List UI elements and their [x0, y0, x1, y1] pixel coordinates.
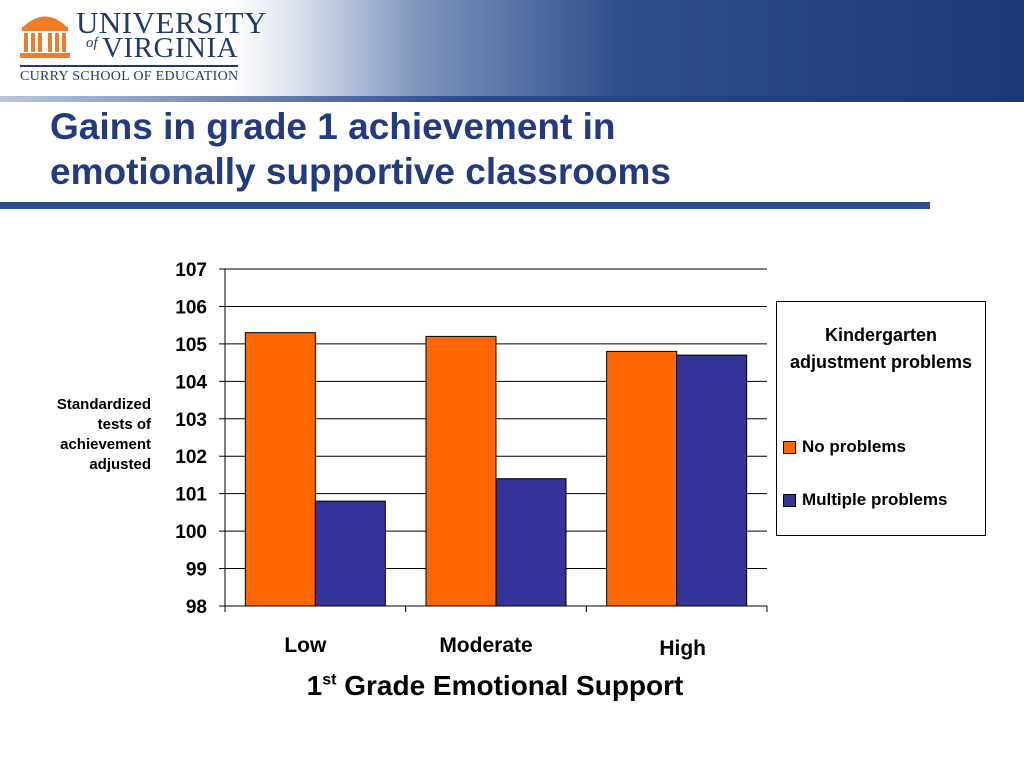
legend-item-multiple-problems: Multiple problems: [783, 490, 947, 510]
y-tick-label: 104: [175, 372, 207, 393]
bar-multiple-problems-high: [676, 354, 748, 607]
y-tick-label: 98: [186, 597, 207, 618]
bar-multiple-problems-low: [314, 500, 386, 607]
legend-item-no-problems: No problems: [783, 437, 906, 457]
slide-title: Gains in grade 1 achievement in emotiona…: [50, 104, 910, 194]
bar-no-problems-low: [244, 332, 316, 607]
logo-of-text: of: [86, 35, 98, 51]
y-tick-label: 100: [175, 522, 207, 543]
x-axis-title: 1st Grade Emotional Support: [200, 670, 790, 702]
x-category-label: High: [659, 637, 706, 660]
y-tick-label: 99: [186, 560, 207, 581]
y-tick-label: 103: [175, 410, 207, 431]
y-tick-label: 106: [175, 297, 207, 318]
y-axis-label: Standardized tests of achievement adjust…: [56, 396, 151, 473]
y-tick-label: 102: [175, 447, 207, 468]
x-category-label: Low: [284, 634, 327, 657]
legend-label-multiple-problems: Multiple problems: [802, 490, 948, 509]
logo-university-text: UNIVERSITY: [76, 5, 267, 40]
y-tick-label: 101: [175, 485, 207, 506]
legend-swatch-multiple-problems: [783, 493, 796, 507]
logo-school-text: CURRY SCHOOL OF EDUCATION: [20, 69, 239, 84]
legend-title: Kindergarten adjustment problems: [789, 325, 973, 372]
university-logo: UNIVERSITY of VIRGINIA CURRY SCHOOL OF E…: [20, 6, 267, 90]
x-category-label: Moderate: [439, 634, 532, 657]
x-axis-title-number: 1: [306, 670, 323, 701]
logo-virginia-text: VIRGINIA: [102, 32, 239, 64]
logo-divider: [20, 65, 238, 67]
legend-label-no-problems: No problems: [802, 437, 906, 456]
slide-title-line-2: emotionally supportive classrooms: [50, 151, 671, 192]
bar-no-problems-high: [606, 350, 678, 607]
x-axis-title-superscript: st: [322, 671, 337, 689]
legend-swatch-no-problems: [783, 440, 796, 454]
rotunda-logo-icon: [20, 16, 70, 58]
y-tick-label: 107: [175, 260, 207, 281]
bar-no-problems-moderate: [425, 335, 497, 607]
bar-multiple-problems-moderate: [495, 478, 567, 607]
header-band: [0, 0, 1024, 96]
y-tick-label: 105: [175, 335, 207, 356]
x-axis-title-text: Grade Emotional Support: [336, 670, 684, 701]
slide-title-line-1: Gains in grade 1 achievement in: [50, 106, 616, 147]
chart-legend: Kindergarten adjustment problems No prob…: [776, 301, 986, 536]
title-divider: [0, 202, 930, 209]
header-underline: [0, 96, 1024, 102]
